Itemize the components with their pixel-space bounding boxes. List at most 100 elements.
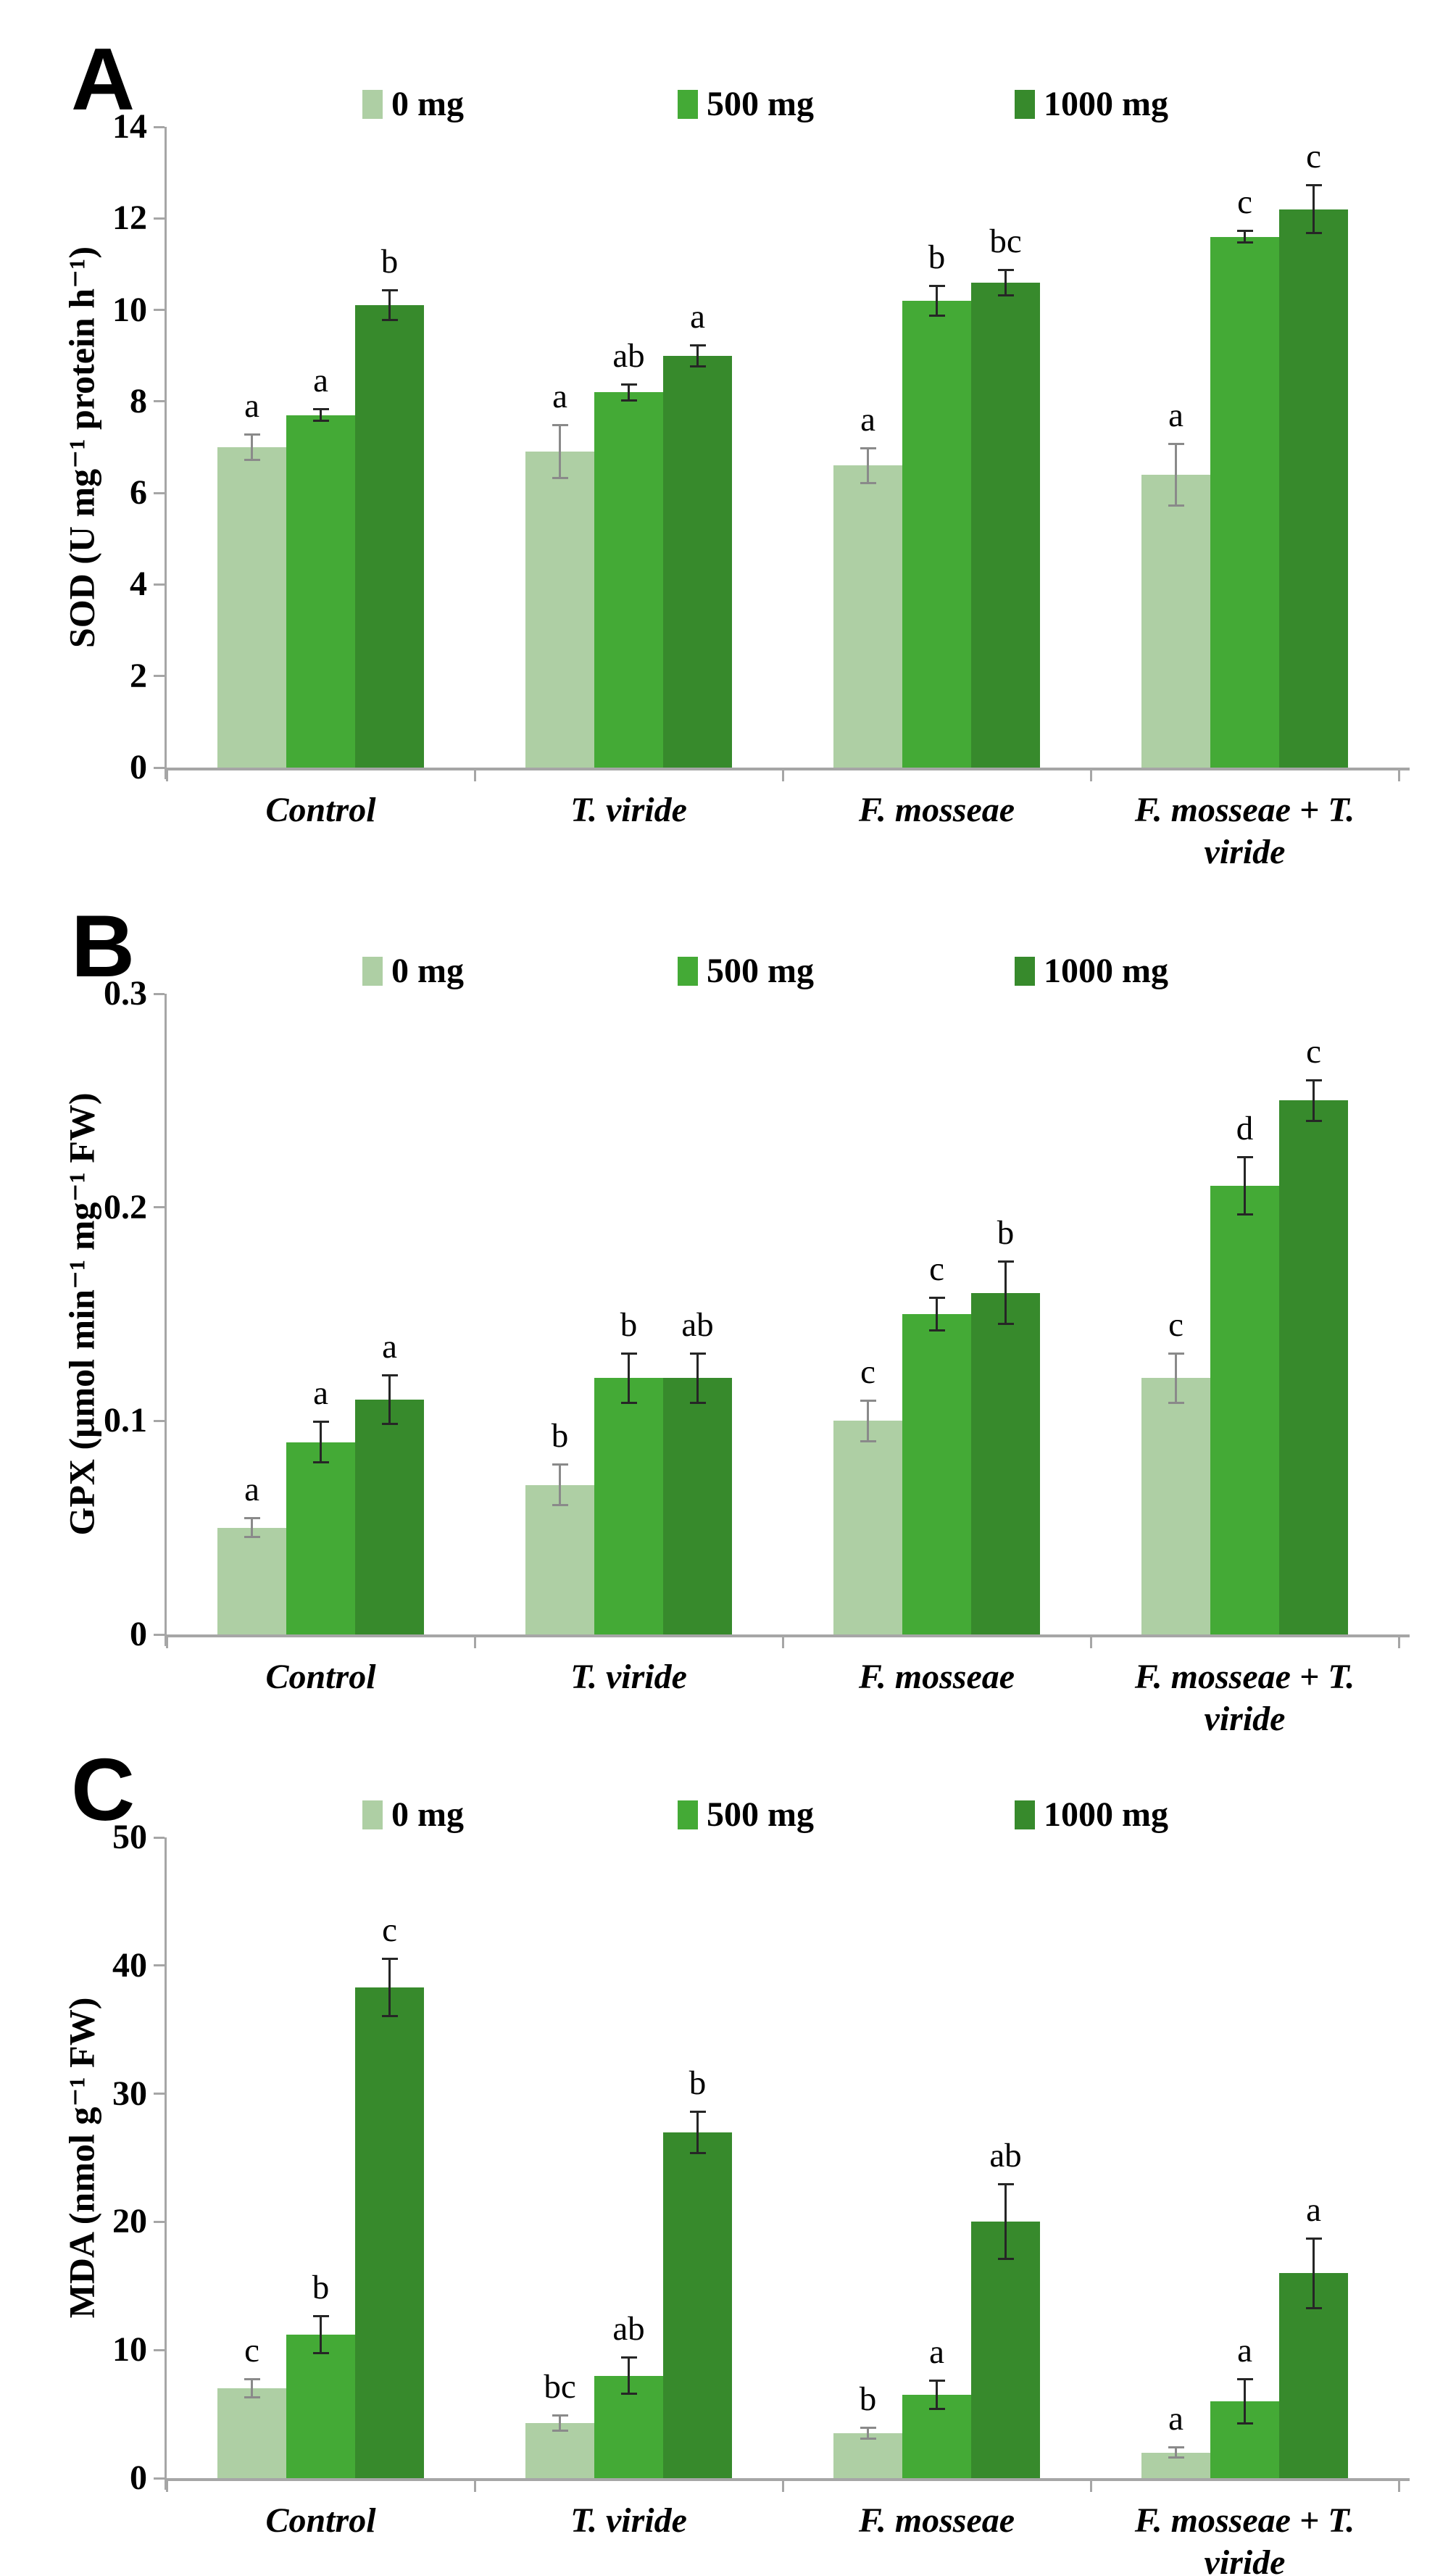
- error-bar-line: [559, 424, 561, 480]
- significance-letter: a: [313, 362, 328, 400]
- bar-500mg-group3: [1210, 1186, 1279, 1634]
- legend-label-500mg: 500 mg: [707, 952, 814, 990]
- error-bar-cap-bottom: [244, 1536, 260, 1539]
- x-tick: [1397, 1637, 1400, 1648]
- bar-500mg-group3: [1210, 236, 1279, 768]
- y-axis-label-gpx: GPX (μmol min⁻¹ mg⁻¹ FW): [61, 1092, 102, 1536]
- category-label: Control: [265, 2501, 376, 2540]
- x-tick: [473, 770, 476, 781]
- error-bar-cap-top: [1168, 442, 1184, 445]
- x-tick: [781, 770, 784, 781]
- error-bar-line: [628, 383, 630, 402]
- category-label: F. mosseae + T. viride: [1134, 1658, 1355, 1738]
- error-bar-cap-bottom: [997, 2258, 1014, 2261]
- error-bar-line: [1244, 230, 1246, 244]
- error-bar-line: [320, 1421, 322, 1464]
- bar-500mg-group1: [594, 392, 663, 768]
- y-tick: [154, 675, 165, 678]
- bar-1000mg-group1: [663, 355, 732, 768]
- legend-swatch-500mg: [678, 90, 698, 119]
- category-label: F. mosseae: [858, 1658, 1015, 1696]
- y-tick-label: 10: [112, 2330, 147, 2369]
- error-bar-cap-bottom: [552, 1504, 568, 1507]
- error-bar-cap-top: [1305, 183, 1322, 186]
- error-bar-cap-bottom: [1236, 2422, 1253, 2425]
- x-tick: [781, 2481, 784, 2492]
- y-tick: [154, 1206, 165, 1209]
- error-bar-cap-top: [244, 2378, 260, 2381]
- significance-letter: a: [552, 378, 567, 416]
- error-bar-cap-top: [1236, 230, 1253, 233]
- error-bar-line: [1004, 1260, 1007, 1325]
- category-label: Control: [265, 791, 376, 829]
- error-bar-cap-bottom: [997, 294, 1014, 296]
- legend-item-1000mg: 1000 mg: [1015, 951, 1168, 992]
- significance-letter: a: [860, 401, 875, 439]
- error-bar-line: [936, 2379, 938, 2411]
- error-bar-cap-top: [860, 1399, 876, 1402]
- bar-0mg-group1: [525, 452, 594, 768]
- y-tick-label: 0.3: [104, 974, 147, 1013]
- x-tick: [1089, 1637, 1092, 1648]
- significance-letter: ab: [612, 336, 645, 375]
- y-axis-line: [165, 1837, 167, 2490]
- error-bar-cap-bottom: [1168, 2456, 1184, 2459]
- significance-letter: d: [1236, 1109, 1254, 1147]
- error-bar-cap-top: [1236, 2378, 1253, 2381]
- error-bar-cap-top: [997, 2183, 1014, 2186]
- error-bar-cap-bottom: [997, 1322, 1014, 1325]
- x-tick: [1397, 2481, 1400, 2492]
- error-bar-cap-bottom: [928, 315, 945, 317]
- bar-0mg-group0: [217, 2388, 286, 2478]
- x-tick: [165, 770, 168, 781]
- legend-label-0mg: 0 mg: [391, 1795, 464, 1834]
- y-tick: [154, 992, 165, 995]
- error-bar-cap-top: [312, 408, 329, 411]
- significance-letter: a: [244, 387, 259, 425]
- category-label: F. mosseae + T. viride: [1134, 791, 1355, 871]
- significance-letter: a: [382, 1327, 397, 1366]
- error-bar-cap-top: [997, 268, 1014, 271]
- error-bar-cap-top: [620, 2356, 637, 2359]
- significance-letter: b: [859, 2380, 877, 2419]
- y-tick: [154, 1419, 165, 1422]
- error-bar-line: [1313, 2237, 1315, 2309]
- significance-letter: a: [244, 1470, 259, 1508]
- error-bar-cap-bottom: [381, 319, 398, 322]
- error-bar-line: [936, 284, 938, 317]
- y-tick-label: 8: [130, 381, 147, 420]
- panel-letter-c: C: [71, 1740, 135, 1839]
- error-bar-cap-bottom: [1305, 1119, 1322, 1122]
- x-tick: [1089, 2481, 1092, 2492]
- significance-letter: c: [1237, 183, 1252, 222]
- error-bar-line: [1313, 1079, 1315, 1122]
- bar-1000mg-group0: [355, 1399, 424, 1634]
- x-axis-line: [165, 2478, 1410, 2481]
- error-bar-line: [388, 1374, 391, 1426]
- significance-letter: c: [1168, 1306, 1183, 1345]
- significance-letter: bc: [989, 222, 1022, 260]
- error-bar-cap-top: [620, 383, 637, 386]
- error-bar-line: [867, 447, 869, 484]
- y-tick-label: 0: [130, 2459, 147, 2497]
- y-tick: [154, 766, 165, 769]
- y-tick-label: 6: [130, 473, 147, 512]
- error-bar-line: [696, 344, 699, 367]
- significance-letter: b: [312, 2269, 330, 2307]
- error-bar-line: [867, 2427, 869, 2440]
- y-tick-label: 0: [130, 1615, 147, 1653]
- significance-letter: a: [1237, 2332, 1252, 2370]
- significance-letter: b: [551, 1417, 569, 1455]
- x-axis-line: [165, 1634, 1410, 1637]
- legend-item-0mg: 0 mg: [362, 84, 464, 125]
- y-tick: [154, 309, 165, 312]
- error-bar-cap-bottom: [860, 1439, 876, 1442]
- y-tick: [154, 2348, 165, 2351]
- legend-label-0mg: 0 mg: [391, 85, 464, 123]
- bar-1000mg-group2: [971, 1292, 1040, 1634]
- error-bar-cap-top: [689, 1353, 706, 1355]
- y-tick: [154, 1633, 165, 1636]
- bar-0mg-group1: [525, 2422, 594, 2478]
- y-tick-label: 2: [130, 656, 147, 695]
